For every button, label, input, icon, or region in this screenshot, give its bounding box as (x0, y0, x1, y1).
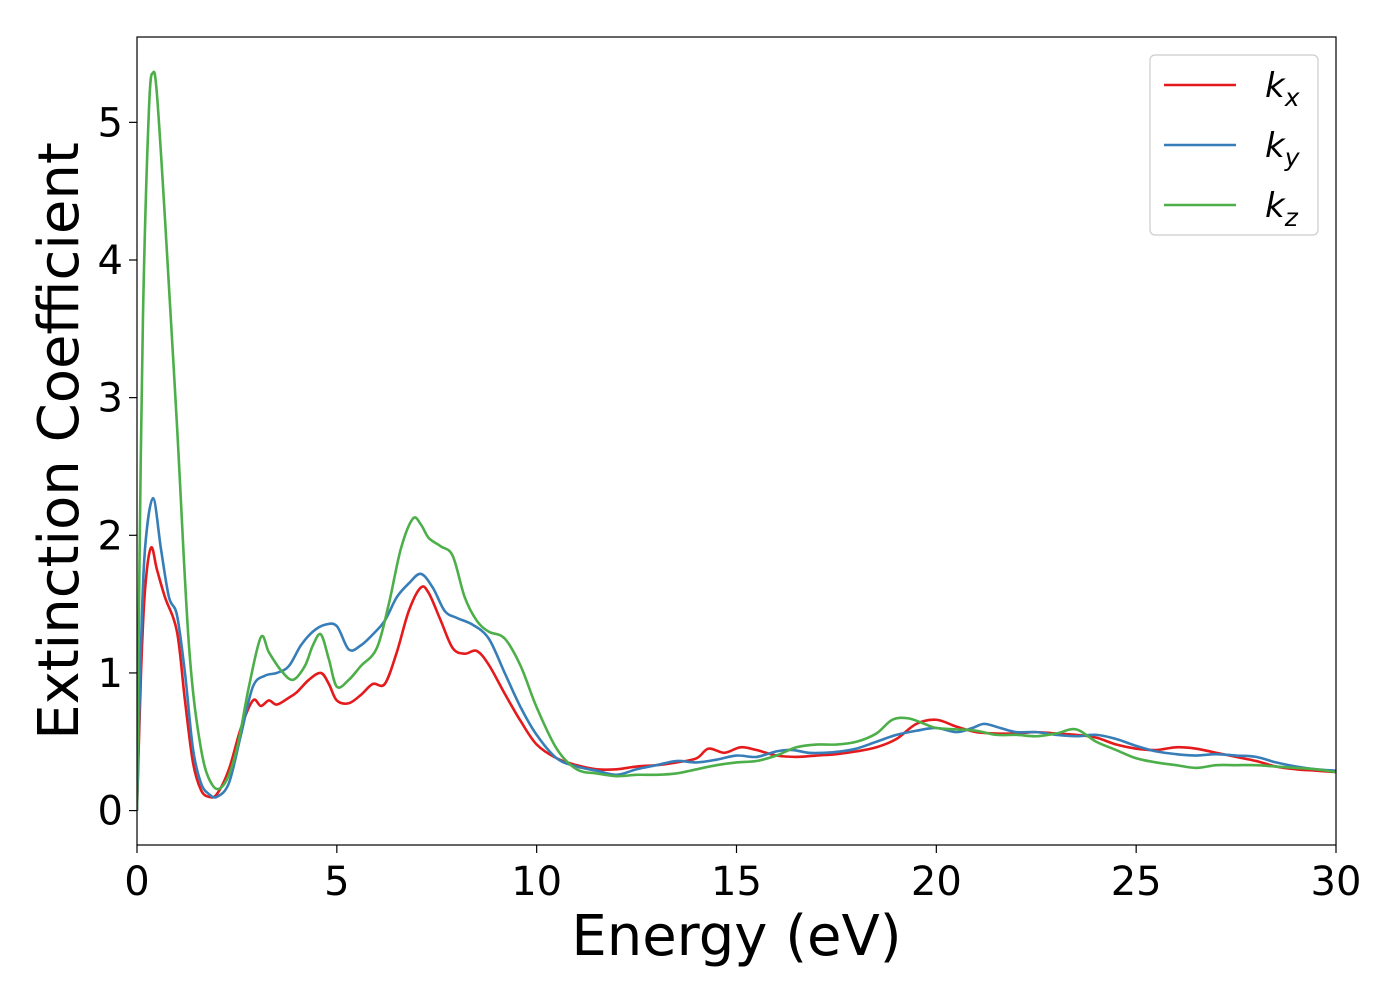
legend-label: kz (1265, 186, 1299, 232)
series-line-k-y (137, 496, 1336, 811)
legend-label: ky (1265, 126, 1301, 172)
x-tick-label: 15 (711, 859, 762, 905)
y-tick-label: 0 (98, 789, 123, 835)
x-tick-label: 30 (1311, 859, 1362, 905)
x-tick-label: 20 (911, 859, 962, 905)
legend-label: kx (1265, 66, 1300, 112)
y-tick-label: 5 (98, 100, 123, 146)
y-tick-label: 2 (98, 513, 123, 559)
x-tick-label: 0 (124, 859, 149, 905)
x-tick-label: 10 (511, 859, 562, 905)
series-line-k-z (137, 70, 1336, 811)
x-axis-title: Energy (eV) (571, 904, 901, 969)
x-tick-label: 25 (1111, 859, 1162, 905)
series-layer (137, 70, 1336, 811)
y-tick-label: 1 (98, 651, 123, 697)
y-axis: 0 1 2 3 4 5 (98, 100, 137, 835)
y-axis-title: Extinction Coefficient (27, 142, 92, 740)
legend: kx ky kz (1149, 54, 1319, 236)
y-tick-label: 4 (98, 238, 123, 284)
x-tick-label: 5 (324, 859, 349, 905)
series-line-k-x (137, 545, 1336, 811)
x-axis: 0 5 10 15 20 25 30 (124, 845, 1361, 905)
y-tick-label: 3 (98, 376, 123, 422)
